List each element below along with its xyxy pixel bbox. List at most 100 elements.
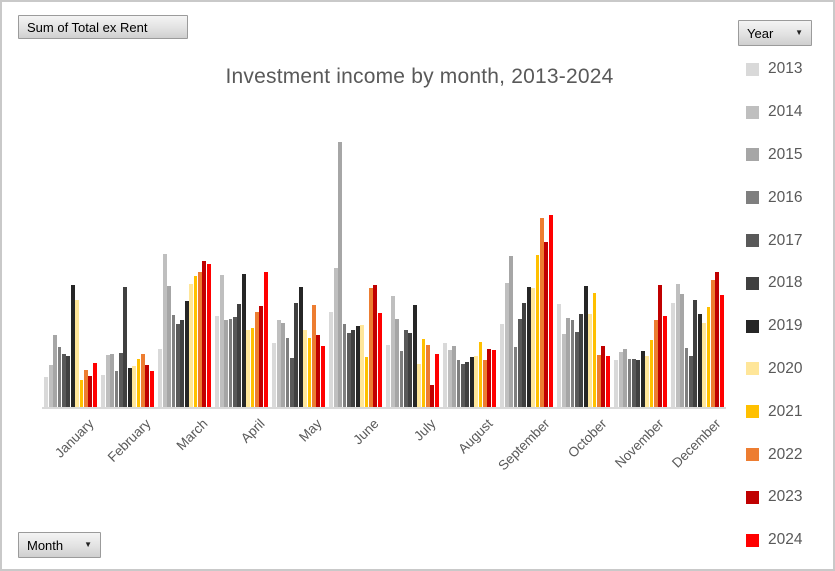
- bar-2023-march: [202, 261, 207, 407]
- bar-group-may: [270, 137, 327, 407]
- legend-swatch: [746, 490, 759, 504]
- legend: 2013 2014 2015 2016 2017 2018 2019 2020 2021 2022…: [746, 48, 802, 562]
- bar-2019-october: [583, 286, 588, 407]
- bar-2022-march: [197, 272, 202, 407]
- bar-2016-december: [684, 348, 689, 407]
- bar-2023-september: [544, 242, 549, 407]
- chevron-down-icon: ▼: [795, 28, 803, 37]
- bar-2015-december: [680, 294, 685, 407]
- bar-2022-august: [482, 360, 487, 407]
- bar-2013-june: [329, 312, 334, 407]
- bar-2021-november: [649, 340, 654, 407]
- legend-item-2021: 2021: [746, 390, 802, 433]
- bar-2016-april: [228, 319, 233, 407]
- legend-swatch: [746, 276, 759, 290]
- bar-2020-may: [303, 330, 307, 407]
- bar-2018-july: [408, 333, 413, 407]
- bar-2015-september: [509, 256, 514, 407]
- legend-item-2022: 2022: [746, 433, 802, 476]
- bar-2021-april: [250, 328, 255, 407]
- bar-2013-september: [500, 324, 505, 407]
- bar-2017-november: [632, 359, 636, 407]
- bar-2016-march: [171, 315, 176, 407]
- month-filter-button[interactable]: Month ▼: [18, 532, 101, 558]
- bar-2015-november: [623, 349, 628, 407]
- bar-2019-february: [127, 368, 132, 407]
- bar-2017-january: [62, 354, 66, 407]
- bar-2015-april: [224, 320, 229, 407]
- bar-2018-september: [522, 303, 527, 407]
- chart-title: Investment income by month, 2013-2024: [225, 65, 614, 88]
- bar-2020-july: [417, 364, 421, 407]
- bar-2024-july: [434, 354, 439, 407]
- bar-2017-august: [461, 364, 465, 407]
- legend-label: 2016: [768, 188, 803, 206]
- bar-2018-june: [351, 330, 356, 407]
- legend-swatch: [746, 448, 759, 462]
- legend-label: 2017: [768, 231, 803, 249]
- plot-area: [42, 137, 726, 409]
- value-field-button[interactable]: Sum of Total ex Rent: [18, 15, 188, 39]
- bar-2022-february: [140, 354, 145, 407]
- bar-2023-july: [430, 385, 435, 407]
- year-filter-button[interactable]: Year ▼: [738, 20, 812, 46]
- value-field-label: Sum of Total ex Rent: [27, 19, 148, 35]
- bar-2013-march: [158, 349, 163, 407]
- legend-item-2020: 2020: [746, 348, 802, 391]
- bar-2013-december: [671, 303, 676, 407]
- bar-2017-march: [176, 324, 180, 407]
- bar-2024-august: [491, 350, 496, 407]
- bar-2022-january: [83, 370, 88, 407]
- bar-2016-may: [285, 338, 290, 407]
- bar-2019-september: [526, 287, 531, 407]
- bar-2015-june: [338, 142, 343, 407]
- bar-2021-february: [136, 359, 141, 407]
- bar-2020-april: [246, 330, 250, 407]
- bar-2014-july: [390, 296, 395, 407]
- bar-2016-august: [456, 360, 461, 407]
- bar-2017-february: [119, 353, 123, 407]
- legend-label: 2023: [768, 488, 803, 506]
- legend-item-2017: 2017: [746, 219, 802, 262]
- bar-2019-june: [355, 326, 360, 407]
- bar-2023-december: [715, 272, 720, 407]
- bar-2017-july: [404, 330, 408, 407]
- bar-2020-august: [474, 356, 478, 407]
- bar-2016-september: [513, 347, 518, 407]
- bar-2022-september: [539, 218, 544, 407]
- legend-label: 2020: [768, 359, 803, 377]
- bar-2018-may: [294, 303, 299, 407]
- bar-2019-november: [640, 351, 645, 407]
- bar-2014-april: [219, 275, 224, 407]
- bar-2021-december: [706, 307, 711, 407]
- bar-2015-january: [53, 335, 58, 407]
- bar-2014-october: [561, 334, 566, 407]
- bar-2019-april: [241, 274, 246, 407]
- legend-label: 2024: [768, 531, 803, 549]
- bar-2021-may: [307, 338, 312, 407]
- bar-2016-june: [342, 324, 347, 407]
- bar-2024-march: [206, 264, 211, 407]
- bar-group-january: [42, 137, 99, 407]
- bar-2017-may: [290, 358, 294, 407]
- bar-2022-november: [653, 320, 658, 407]
- bar-2023-january: [88, 376, 93, 407]
- bar-2013-november: [614, 360, 619, 407]
- bar-2024-january: [92, 363, 97, 407]
- bar-2016-january: [57, 347, 62, 407]
- bar-2020-march: [189, 284, 193, 407]
- bar-2015-october: [566, 318, 571, 407]
- bar-2018-february: [123, 287, 128, 407]
- bar-2015-march: [167, 286, 172, 407]
- bar-2016-november: [627, 359, 632, 407]
- bar-2017-april: [233, 317, 237, 407]
- bar-2020-october: [588, 314, 592, 407]
- bar-2024-october: [605, 356, 610, 407]
- bar-2024-may: [320, 346, 325, 407]
- bar-2023-november: [658, 285, 663, 407]
- bar-2020-june: [360, 325, 364, 407]
- bar-2024-september: [548, 215, 553, 407]
- bar-2014-december: [675, 284, 680, 407]
- bar-group-september: [498, 137, 555, 407]
